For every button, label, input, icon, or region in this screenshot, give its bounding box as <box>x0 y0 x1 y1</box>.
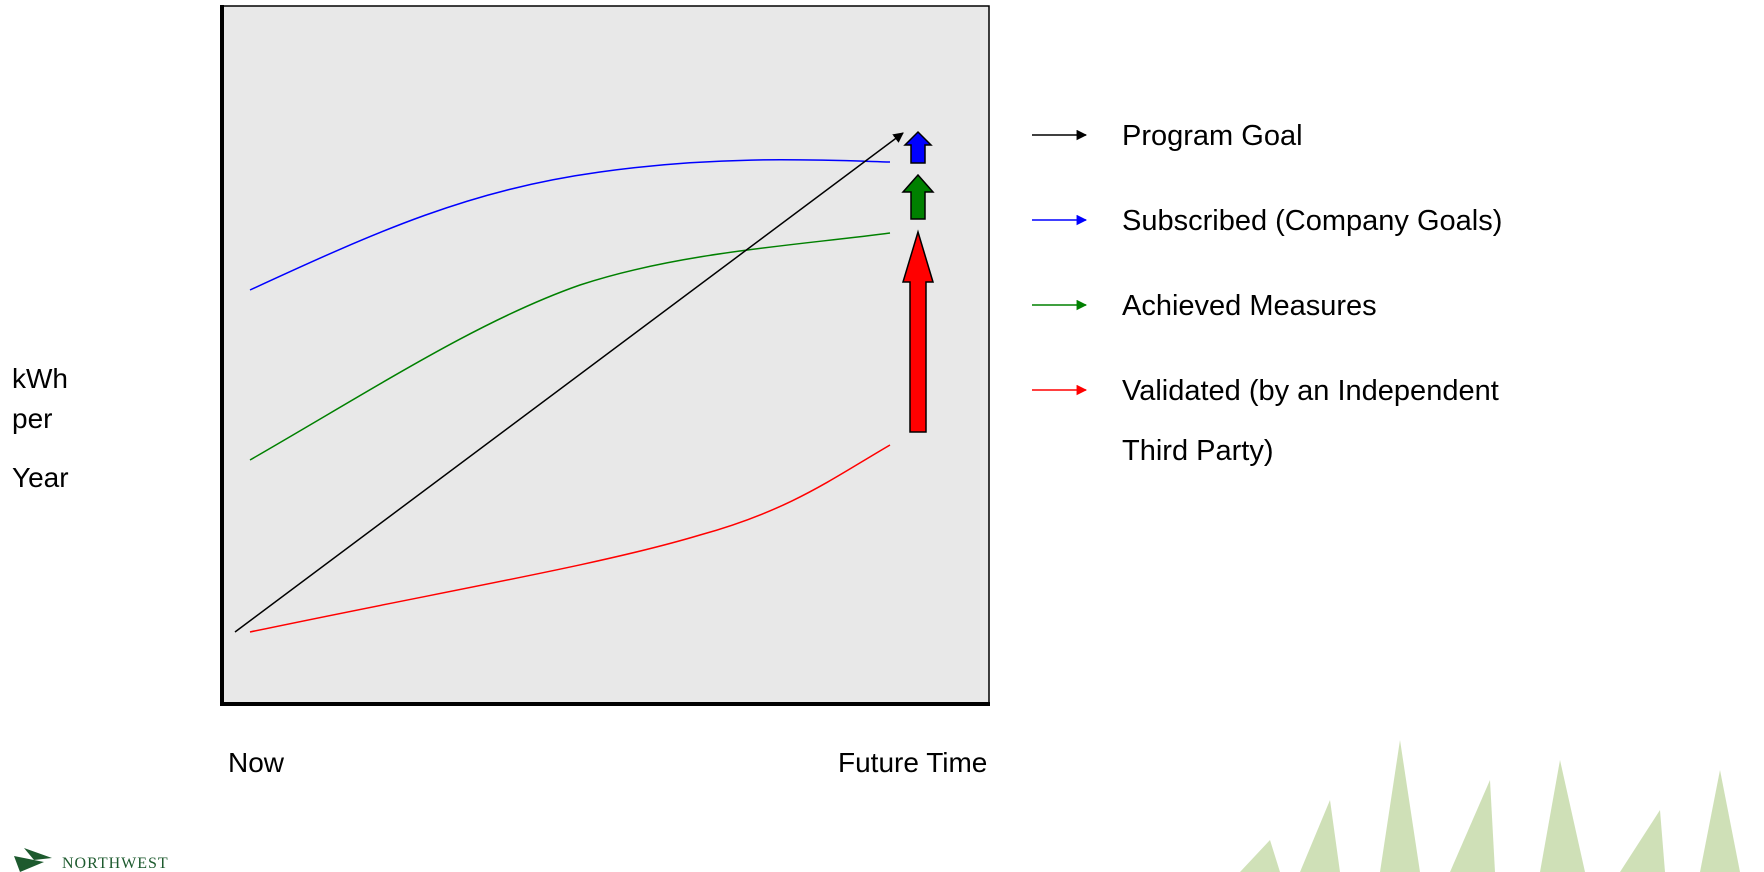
achieved-gap-arrow <box>901 173 935 220</box>
grass-decoration <box>1240 740 1740 872</box>
legend-label: Subscribed (Company Goals) <box>1122 205 1502 237</box>
legend-label: Achieved Measures <box>1122 290 1377 322</box>
x-label-start: Now <box>228 747 285 778</box>
x-label-end: Future Time <box>838 747 987 778</box>
achieved-curve <box>249 232 891 461</box>
subscribed-gap-arrow <box>903 130 933 164</box>
validated-curve <box>249 444 891 633</box>
y-label: kWh <box>12 363 68 394</box>
legend-label: Program Goal <box>1122 120 1303 152</box>
y-label: Year <box>12 462 69 493</box>
program-goal-line <box>234 132 904 633</box>
legend-label: Validated (by an Independent <box>1122 375 1499 407</box>
subscribed-curve <box>249 159 891 291</box>
y-label: per <box>12 403 52 434</box>
logo-text: NORTHWEST <box>62 855 169 872</box>
validated-gap-arrow <box>901 229 935 433</box>
legend-label: Third Party) <box>1122 435 1273 467</box>
logo-mark <box>14 848 52 872</box>
